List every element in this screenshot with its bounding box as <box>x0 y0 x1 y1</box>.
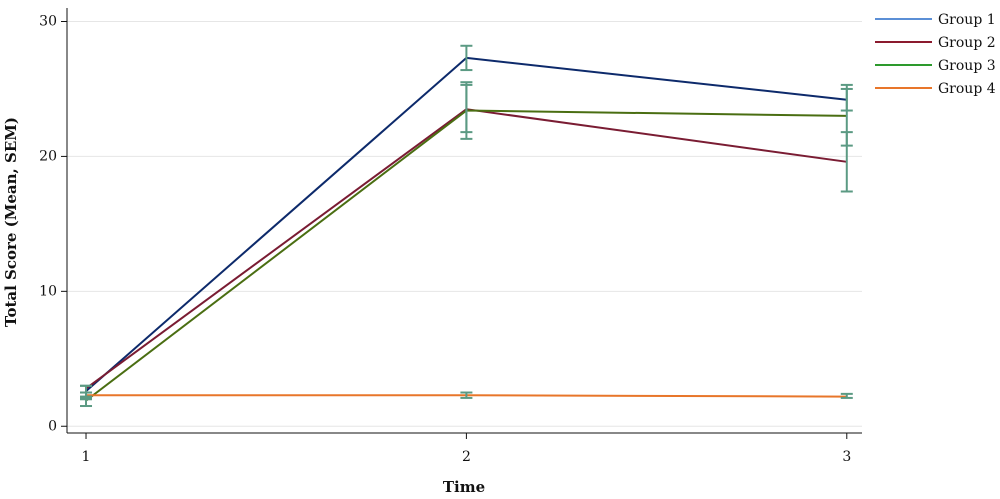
error-bar-4-1 <box>80 391 93 399</box>
x-tick-label-2: 3 <box>842 449 851 465</box>
y-tick-label-1: 10 <box>39 283 57 299</box>
legend-label-3: Group 3 <box>938 58 996 74</box>
error-bar-4-2 <box>460 391 473 399</box>
x-tick-label-0: 1 <box>82 449 91 465</box>
y-tick-label-3: 30 <box>39 13 57 29</box>
error-bar-4-3 <box>840 392 853 399</box>
legend-label-4: Group 4 <box>938 81 996 97</box>
legend-item-1: Group 1 <box>875 12 996 28</box>
legend-item-3: Group 3 <box>875 58 996 74</box>
legend-label-1: Group 1 <box>938 12 996 28</box>
legend-item-2: Group 2 <box>875 35 996 51</box>
series-line-3 <box>85 109 847 402</box>
x-tick-label-1: 2 <box>462 449 471 465</box>
y-axis-title: Total Score (Mean, SEM) <box>2 117 20 327</box>
series-line-2 <box>85 108 847 390</box>
y-tick-label-0: 0 <box>48 418 57 434</box>
x-axis-title: Time <box>443 478 485 496</box>
legend-item-4: Group 4 <box>875 81 996 97</box>
y-tick-label-2: 20 <box>39 148 57 164</box>
error-bars-layer <box>80 44 853 408</box>
legend: Group 1 Group 2 Group 3 Group 4 <box>875 12 996 97</box>
legend-label-2: Group 2 <box>938 35 996 51</box>
error-bar-1-2 <box>460 44 473 72</box>
error-bar-3-2 <box>460 81 473 140</box>
error-bar-3-3 <box>840 83 853 147</box>
axes-layer: 0 10 20 30 1 2 3 <box>39 8 862 465</box>
